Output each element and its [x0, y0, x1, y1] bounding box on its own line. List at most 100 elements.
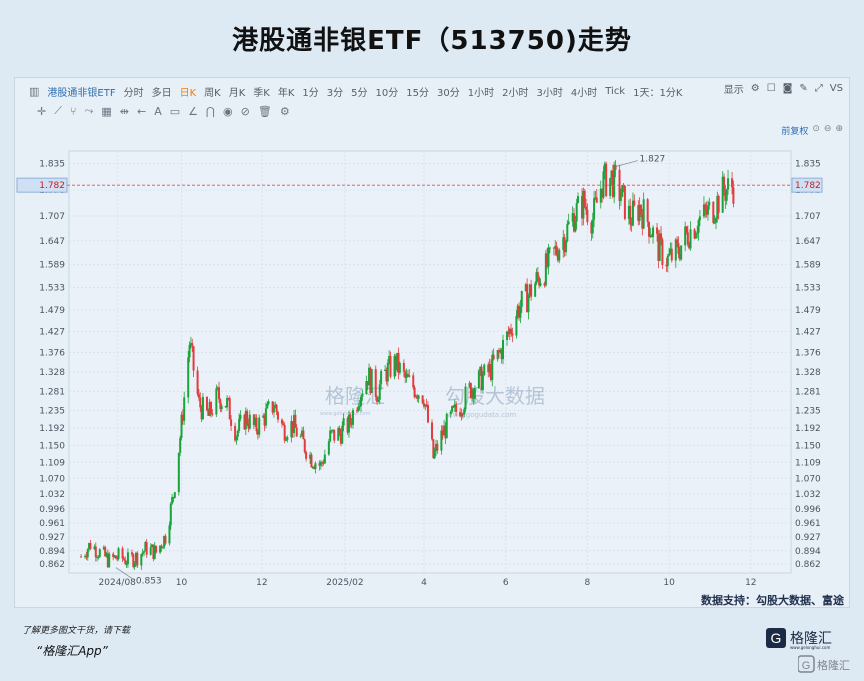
magnet-icon[interactable]: ⋂ [206, 104, 216, 118]
candle-body [191, 343, 194, 347]
period-2[interactable]: 日K [179, 87, 197, 99]
candle-body [394, 355, 397, 370]
period-9[interactable]: 5分 [351, 87, 368, 99]
symbol-label[interactable]: 港股通非银ETF [47, 87, 116, 99]
note-icon[interactable]: ▭ [169, 104, 181, 118]
period-8[interactable]: 3分 [326, 87, 344, 99]
candle-body [236, 430, 239, 437]
candle-body [563, 237, 566, 253]
candle-body [451, 406, 454, 412]
candle-body [263, 415, 266, 426]
minus-icon[interactable]: ⊖ [823, 124, 832, 134]
line-tool-icon[interactable]: ⟋ [54, 104, 62, 117]
candle-body [443, 425, 446, 436]
period-11[interactable]: 15分 [406, 87, 429, 99]
candle-body [417, 395, 420, 399]
y-tick-right: 1.479 [795, 306, 821, 316]
crosshair-icon[interactable]: ✛ [37, 104, 47, 118]
trash-icon[interactable]: 🗑 [257, 104, 272, 118]
candle-body [527, 295, 530, 313]
candle-body [669, 248, 672, 254]
y-tick-left: 1.070 [39, 474, 65, 484]
candle-body [426, 405, 429, 423]
period-5[interactable]: 季K [253, 87, 270, 99]
candle-body [114, 555, 117, 559]
period-15[interactable]: 3小时 [536, 87, 563, 99]
candle-body [116, 558, 119, 560]
camera-icon[interactable]: ◙ [782, 83, 793, 94]
window-icon[interactable]: ☐ [766, 83, 776, 94]
candle-body [143, 551, 146, 553]
candle-body [227, 397, 230, 399]
y-tick-right: 1.328 [795, 368, 821, 378]
period-0[interactable]: 分时 [123, 87, 144, 99]
candle-body [341, 425, 344, 444]
hide-icon[interactable]: ⊘ [240, 104, 250, 118]
candle-body [238, 418, 241, 431]
candle-body [413, 387, 416, 398]
period-6[interactable]: 年K [277, 87, 295, 99]
candle-body [329, 430, 332, 442]
period-18[interactable]: 1天：1分K [633, 87, 683, 99]
candle-body [262, 415, 265, 418]
candle-body [714, 218, 717, 223]
angle-icon[interactable]: ∠ [188, 104, 198, 118]
candle-body [536, 272, 539, 278]
settings-icon[interactable]: ⚙ [750, 83, 760, 94]
candle-body [491, 354, 494, 380]
fullscreen-icon[interactable]: ⤢ [814, 83, 823, 94]
fork-tool-icon[interactable]: ⑂ [69, 104, 77, 118]
layout-icon[interactable]: ▥ [29, 84, 40, 98]
candle-body [370, 369, 373, 394]
candle-body [702, 204, 705, 217]
candle-body [480, 366, 483, 390]
period-14[interactable]: 2小时 [502, 87, 529, 99]
eye-icon[interactable]: ◉ [223, 104, 233, 118]
vs-button[interactable]: VS [829, 83, 843, 94]
logo-sub: www.gelonghui.com [790, 645, 830, 650]
candle-body [349, 414, 352, 423]
candle-body [219, 399, 222, 410]
display-menu[interactable]: 显示 [723, 85, 744, 96]
current-price-label-right: 1.782 [795, 181, 821, 191]
pencil-icon[interactable]: ✎ [799, 83, 808, 94]
ray-tool-icon[interactable]: ⤳ [84, 104, 94, 117]
candle-body [197, 393, 200, 398]
candle-body [602, 171, 605, 198]
reset-icon[interactable]: ⊙ [812, 124, 820, 134]
candle-body [676, 239, 679, 244]
period-1[interactable]: 多日 [151, 87, 172, 99]
y-tick-left: 1.192 [39, 424, 65, 434]
candle-body [393, 355, 396, 377]
y-tick-left: 1.479 [39, 306, 65, 316]
candle-body [661, 239, 664, 265]
period-7[interactable]: 1分 [302, 87, 319, 99]
period-4[interactable]: 月K [228, 87, 246, 99]
settings-icon[interactable]: ⚙ [279, 104, 290, 118]
bar-pattern-icon[interactable]: ▦ [101, 104, 112, 118]
candle-body [582, 190, 585, 219]
candle-body [677, 243, 680, 254]
arrow-tool-icon[interactable]: ← [136, 104, 147, 118]
period-13[interactable]: 1小时 [467, 87, 495, 99]
period-3[interactable]: 周K [204, 87, 221, 99]
candle-body [235, 436, 238, 441]
candle-body [310, 454, 313, 468]
candle-body [125, 564, 128, 566]
period-10[interactable]: 10分 [375, 87, 399, 99]
candle-body [535, 272, 538, 284]
candle-body [526, 284, 529, 313]
period-16[interactable]: 4小时 [570, 87, 598, 99]
candle-body [360, 396, 363, 407]
candle-body [168, 525, 171, 544]
period-17[interactable]: Tick [605, 85, 626, 97]
candle-body [657, 233, 660, 262]
period-12[interactable]: 30分 [437, 87, 460, 99]
candle-body [629, 205, 632, 225]
range-tool-icon[interactable]: ⇹ [119, 104, 129, 118]
plus-icon[interactable]: ⊕ [835, 124, 843, 134]
candle-body [397, 352, 400, 373]
text-tool-icon[interactable]: A [154, 104, 162, 118]
adjust-label[interactable]: 前复权 [781, 127, 809, 137]
candle-body [524, 284, 527, 291]
